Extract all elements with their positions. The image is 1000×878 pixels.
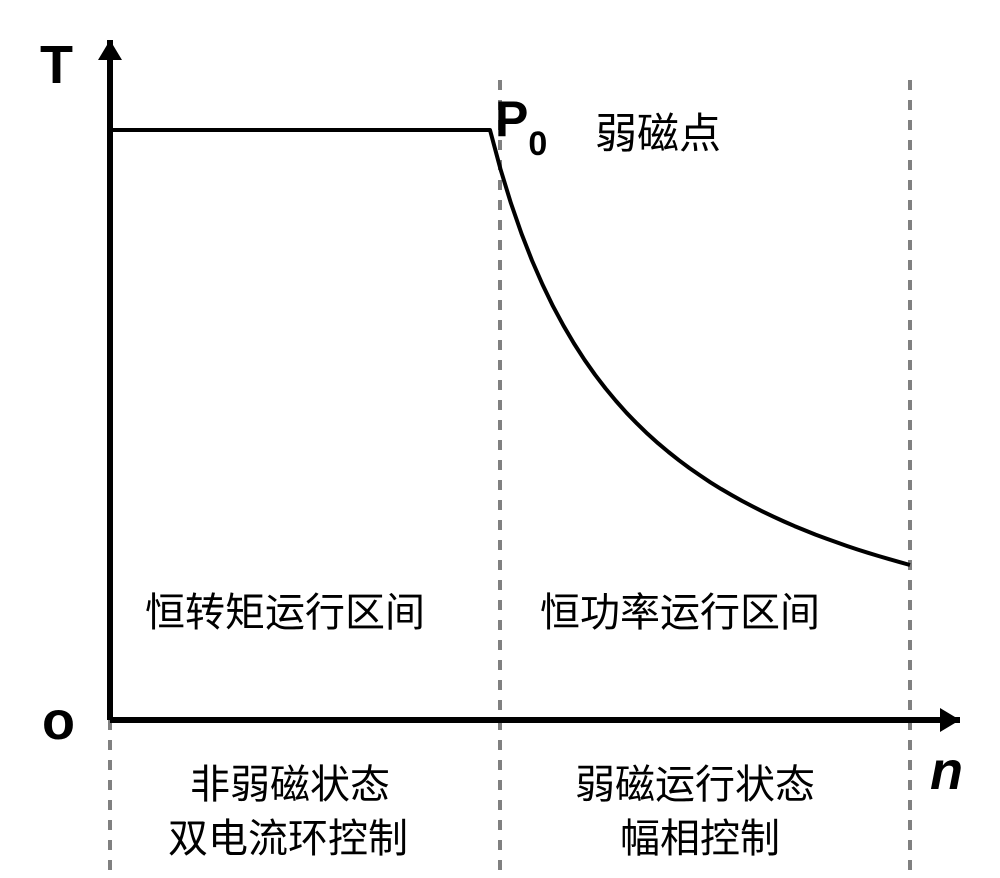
origin-label: o (42, 690, 75, 752)
region-label-constant-torque: 恒转矩运行区间 (145, 580, 425, 638)
below-left-line2: 双电流环控制 (168, 806, 408, 864)
below-right-line1: 弱磁运行状态 (575, 752, 815, 810)
below-right-line2: 幅相控制 (620, 806, 780, 864)
below-left-line1: 非弱磁状态 (190, 752, 390, 810)
x-axis-label: n (930, 740, 963, 802)
chart-container: T n o P0 弱磁点 恒转矩运行区间 恒功率运行区间 非弱磁状态 双电流环控… (0, 0, 1000, 873)
p0-label: P0 (495, 90, 547, 156)
y-axis-label: T (40, 34, 73, 96)
p0-description: 弱磁点 (595, 100, 721, 161)
region-label-constant-power: 恒功率运行区间 (540, 580, 820, 638)
